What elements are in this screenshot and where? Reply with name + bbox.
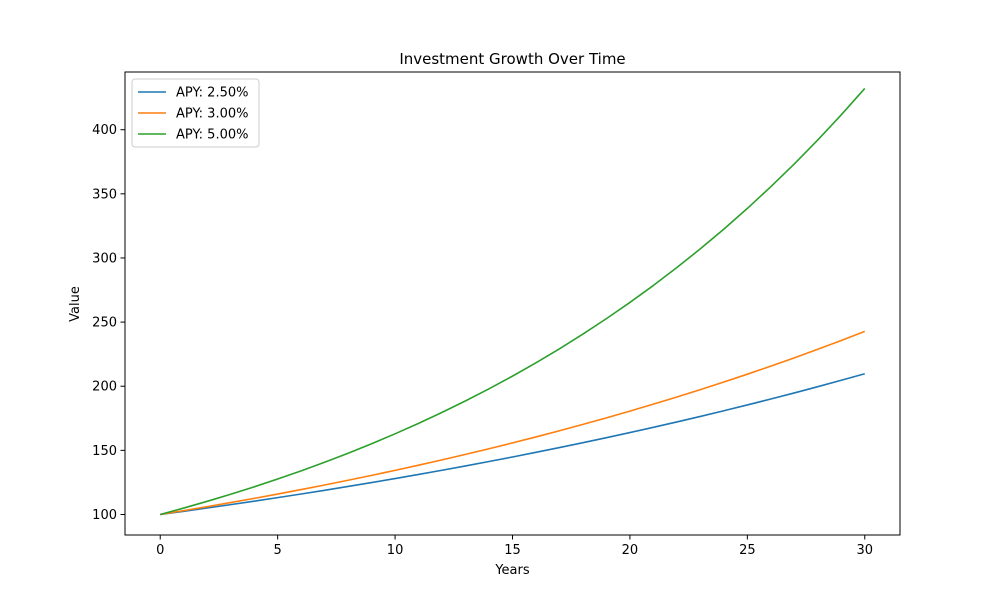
x-tick-label: 30	[856, 543, 873, 558]
legend-entry-2: APY: 5.00%	[176, 128, 248, 143]
plot-area: 0 5 10 15 20 25 30 100 150 200 250 300 350 400 APY: 2.…	[92, 71, 901, 558]
x-tick-label: 15	[504, 543, 521, 558]
y-tick-label: 200	[92, 380, 117, 395]
legend-entry-1: APY: 3.00%	[176, 107, 248, 122]
x-tick-label: 20	[622, 543, 639, 558]
legend-box	[131, 78, 260, 148]
y-tick-label: 300	[92, 251, 117, 266]
series-line-0	[160, 372, 865, 516]
series-line-1	[160, 330, 866, 516]
x-tick-label: 5	[274, 543, 282, 558]
x-axis-label: Years	[494, 563, 530, 578]
x-tick-label: 0	[156, 543, 164, 558]
y-tick-label: 350	[92, 187, 117, 202]
y-tick-label: 150	[92, 444, 117, 459]
legend-entry-0: APY: 2.50%	[176, 86, 248, 101]
x-tick-label: 25	[739, 543, 756, 558]
y-tick-label: 400	[92, 123, 117, 138]
x-tick-label: 10	[387, 543, 404, 558]
y-tick-label: 250	[92, 316, 117, 331]
y-tick-label: 100	[92, 508, 117, 523]
series-line-2	[160, 87, 866, 516]
y-axis-label: Value	[68, 286, 83, 322]
chart-title: Investment Growth Over Time	[399, 50, 625, 68]
